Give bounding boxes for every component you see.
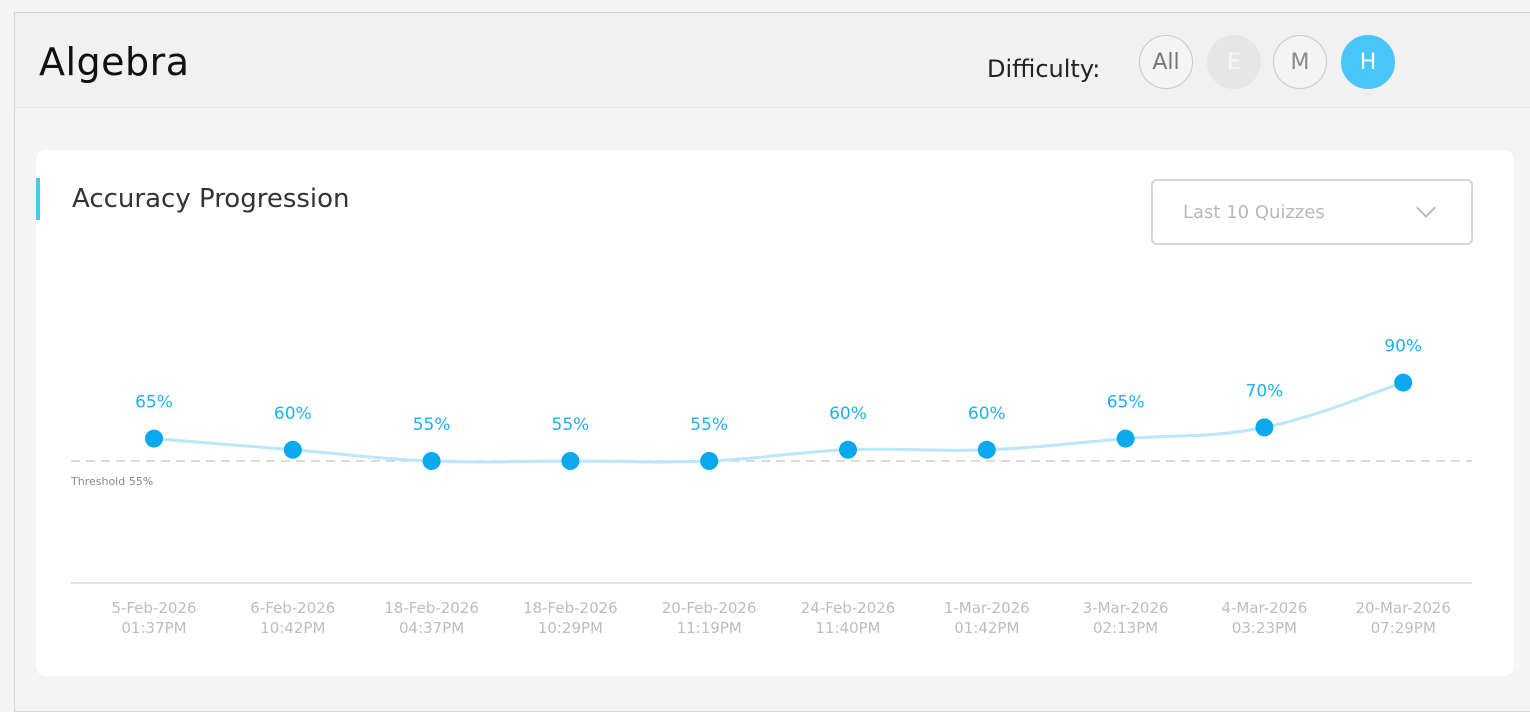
difficulty-easy-button[interactable]: E xyxy=(1207,35,1261,89)
data-label: 70% xyxy=(1246,381,1284,401)
data-point xyxy=(283,440,302,459)
x-tick-label: 24-Feb-2026 xyxy=(801,599,896,617)
x-tick-label: 07:29PM xyxy=(1371,619,1436,637)
data-label: 65% xyxy=(1107,393,1145,413)
data-label: 65% xyxy=(135,393,173,413)
x-tick-label: 6-Feb-2026 xyxy=(250,599,335,617)
x-tick-label: 20-Mar-2026 xyxy=(1355,599,1450,617)
x-tick-label: 01:37PM xyxy=(121,619,186,637)
series-line xyxy=(153,381,1404,464)
x-tick-label: 04:37PM xyxy=(399,619,464,637)
x-tick-label: 11:40PM xyxy=(815,619,880,637)
x-tick-label: 3-Mar-2026 xyxy=(1083,599,1169,617)
difficulty-all-button[interactable]: All xyxy=(1139,35,1193,89)
threshold-label: Threshold 55% xyxy=(70,475,153,488)
x-tick-label: 01:42PM xyxy=(954,619,1019,637)
data-label: 90% xyxy=(1384,337,1422,357)
data-point xyxy=(422,452,441,470)
card-accent-bar xyxy=(36,178,40,220)
data-label: 55% xyxy=(552,415,590,435)
data-point xyxy=(839,440,857,459)
difficulty-label: Difficulty: xyxy=(987,55,1101,83)
data-label: 55% xyxy=(690,415,728,435)
data-point xyxy=(1255,418,1274,437)
data-point xyxy=(977,440,996,459)
accuracy-card: Accuracy Progression Last 10 Quizzes Thr… xyxy=(36,150,1514,676)
data-label: 60% xyxy=(829,404,867,424)
x-tick-label: 18-Feb-2026 xyxy=(523,599,618,617)
x-tick-label: 20-Feb-2026 xyxy=(662,599,757,617)
page-title: Algebra xyxy=(39,40,190,84)
x-tick-label: 03:23PM xyxy=(1232,619,1297,637)
data-point xyxy=(561,452,580,470)
x-tick-label: 18-Feb-2026 xyxy=(384,599,479,617)
accuracy-line-chart: Threshold 55% 65% 5-Feb-2026 01:37PM 60% 6-Fe… xyxy=(70,337,1472,637)
difficulty-medium-button[interactable]: M xyxy=(1273,35,1327,89)
x-tick-label: 10:29PM xyxy=(538,619,603,637)
x-tick-label: 10:42PM xyxy=(260,619,325,637)
data-label: 60% xyxy=(274,404,312,424)
x-tick-label: 11:19PM xyxy=(677,619,742,637)
data-point xyxy=(1116,429,1135,448)
data-point xyxy=(1394,373,1413,392)
dropdown-selected-value: Last 10 Quizzes xyxy=(1183,202,1325,223)
x-tick-label: 5-Feb-2026 xyxy=(111,599,196,617)
data-point xyxy=(700,452,719,470)
data-point xyxy=(145,429,163,448)
data-label: 60% xyxy=(968,404,1006,424)
card-title: Accuracy Progression xyxy=(72,184,350,214)
quiz-range-dropdown[interactable]: Last 10 Quizzes xyxy=(1151,179,1473,245)
x-tick-label: 1-Mar-2026 xyxy=(944,599,1030,617)
header-bar: Algebra Difficulty: All E M H xyxy=(15,13,1530,108)
x-tick-label: 4-Mar-2026 xyxy=(1221,599,1307,617)
x-tick-label: 02:13PM xyxy=(1093,619,1158,637)
difficulty-hard-button[interactable]: H xyxy=(1341,35,1395,89)
data-label: 55% xyxy=(413,415,451,435)
